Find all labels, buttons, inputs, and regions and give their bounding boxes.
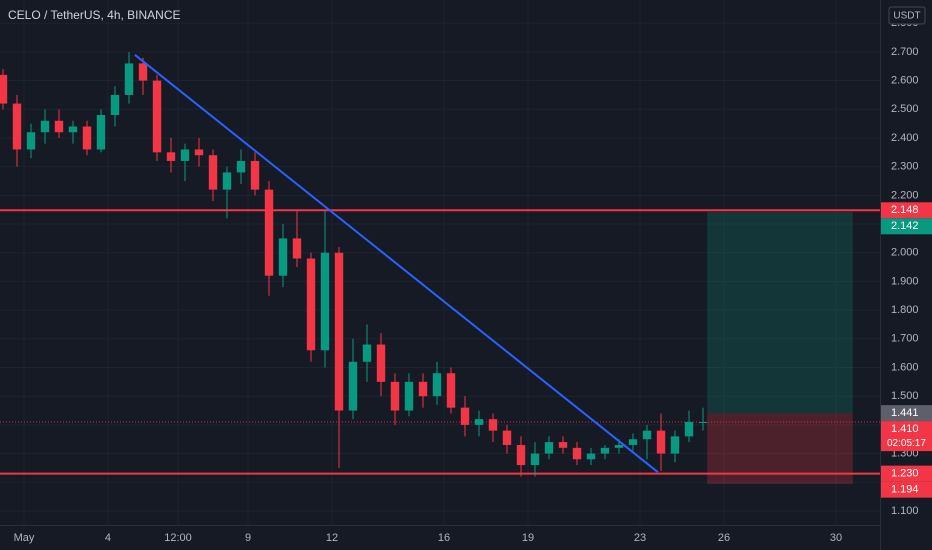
plot-area	[0, 51, 880, 484]
y-tick-label: 1.800	[891, 304, 919, 316]
candle-body	[628, 439, 638, 445]
currency-label: USDT	[893, 11, 920, 22]
candle-body	[236, 160, 246, 173]
price-badge-label: 2.142	[891, 220, 919, 232]
candle-body	[600, 447, 610, 454]
candle-body	[40, 120, 50, 133]
price-badge-label: 1.230	[891, 468, 919, 480]
candle-body	[376, 344, 386, 382]
y-tick-label: 1.500	[891, 390, 919, 402]
candle-body	[306, 258, 316, 351]
candle-body	[516, 444, 526, 466]
candle-body	[544, 442, 554, 454]
y-tick-label: 2.000	[891, 247, 919, 259]
candle-body	[334, 252, 344, 411]
candle-body	[194, 149, 204, 156]
candle-body	[670, 436, 680, 454]
candle-body	[558, 442, 568, 448]
candle-body	[180, 149, 190, 161]
candle-body	[530, 453, 540, 466]
y-tick-label: 2.200	[891, 189, 919, 201]
candle-body	[404, 381, 414, 411]
y-tick-label: 2.500	[891, 103, 919, 115]
candle-body	[614, 444, 624, 448]
candle-body	[320, 252, 330, 351]
price-badge	[881, 421, 932, 452]
candle-body	[684, 422, 694, 437]
price-badge-label: 2.148	[891, 204, 919, 216]
x-tick-label: 12:00	[164, 532, 192, 544]
price-badge	[881, 218, 932, 235]
candle-body	[26, 132, 36, 150]
price-badge	[881, 481, 932, 498]
candle-body	[488, 419, 498, 431]
candle-body	[460, 407, 470, 425]
candle-body	[502, 430, 512, 445]
y-tick-label: 2.700	[891, 46, 919, 58]
x-tick-label: 23	[634, 532, 646, 544]
candle-body	[474, 419, 484, 425]
x-tick-label: May	[14, 532, 35, 544]
candle-body	[138, 63, 148, 81]
candle-body	[82, 126, 92, 150]
candle-body	[698, 422, 708, 424]
candle-body	[166, 152, 176, 161]
candle-body	[278, 238, 288, 276]
candle-body	[124, 63, 134, 95]
candle-body	[110, 94, 120, 116]
candle-body	[12, 103, 22, 150]
candle-body	[362, 344, 372, 362]
candle-body	[96, 115, 106, 150]
profit-zone	[707, 212, 853, 414]
price-badge	[881, 465, 932, 482]
candle-body	[390, 381, 400, 411]
chart-title: CELO / TetherUS, 4h, BINANCE	[8, 8, 181, 22]
axes: 1.1001.2001.3001.4001.5001.6001.7001.800…	[14, 17, 932, 544]
x-tick-label: 16	[438, 532, 450, 544]
candle-body	[642, 430, 652, 440]
y-tick-label: 2.600	[891, 75, 919, 87]
candle-body	[222, 172, 232, 190]
candle-body	[586, 453, 596, 460]
x-tick-label: 19	[522, 532, 534, 544]
y-tick-label: 1.600	[891, 361, 919, 373]
x-tick-label: 12	[326, 532, 338, 544]
candle-body	[0, 74, 8, 104]
y-tick-label: 2.400	[891, 132, 919, 144]
x-tick-label: 30	[830, 532, 842, 544]
price-badge-label: 1.441	[891, 407, 919, 419]
y-tick-label: 1.900	[891, 275, 919, 287]
x-tick-label: 4	[105, 532, 111, 544]
candle-body	[418, 381, 428, 397]
y-tick-label: 1.100	[891, 505, 919, 517]
x-tick-label: 26	[718, 532, 730, 544]
candle-body	[54, 120, 64, 133]
candle-body	[656, 430, 666, 454]
candle-body	[264, 189, 274, 276]
price-badge-label: 1.410	[891, 423, 919, 435]
y-tick-label: 1.700	[891, 333, 919, 345]
candle-body	[446, 373, 456, 408]
candle-body	[572, 447, 582, 460]
price-badge	[881, 202, 932, 219]
grid	[0, 0, 880, 525]
candle-body	[208, 155, 218, 190]
currency-box	[888, 6, 926, 25]
x-tick-label: 9	[245, 532, 251, 544]
candle-body	[152, 80, 162, 153]
price-badge-label: 1.194	[891, 484, 919, 496]
candle-body	[292, 238, 302, 259]
countdown-label: 02:05:17	[887, 438, 926, 449]
candle-body	[432, 373, 442, 397]
candle-body	[348, 361, 358, 411]
candle-body	[68, 126, 78, 133]
candle-body	[250, 160, 260, 190]
y-tick-label: 2.300	[891, 161, 919, 173]
price-badge	[881, 405, 932, 422]
loss-zone	[707, 413, 853, 484]
trend-line	[134, 54, 659, 473]
